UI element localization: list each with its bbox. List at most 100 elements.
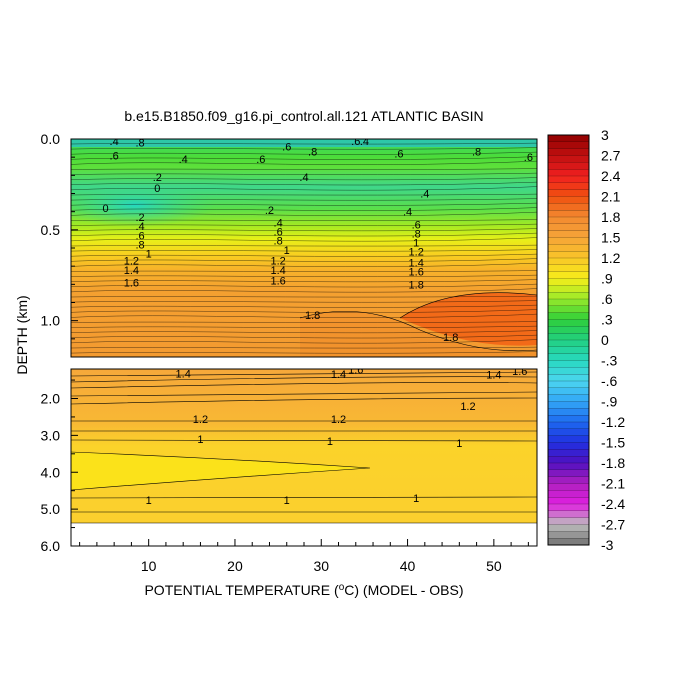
contour-label: 0 [102,203,108,215]
contour-line [71,346,537,349]
upper-contour-labels: .4.8.6.4.6.4.6.6.8.6.8.6.20.4.40.2.4.6.8… [102,136,533,344]
x-tick-label: 10 [141,558,157,574]
colorbar-swatch [547,374,590,382]
colorbar-swatch [547,367,590,375]
colorbar-label: -.3 [601,353,618,369]
x-tick-label: 20 [227,558,243,574]
y-tick-label: 0.5 [41,222,61,238]
colorbar-swatch [547,476,590,484]
contour-label: 1.4 [331,369,346,381]
contour-line [71,156,537,160]
contour-label: 1.8 [443,332,458,344]
colorbar-swatch [547,339,590,348]
colorbar-swatch [547,210,590,218]
contour-line [71,237,537,242]
y-tick-label: 6.0 [41,538,61,554]
upper-cyan-lens [71,183,215,227]
colorbar-swatch [547,237,590,245]
contour-label: 1.2 [409,247,424,259]
y-axis-upper: 0.0 0.5 1.0 [41,131,78,358]
lower-panel: 1.4 1.61.4 1.61.41.21.2 1.21 1 11 1 1 [71,365,537,546]
colorbar-swatch [547,169,590,177]
contour-line [71,244,537,247]
contour-line [71,321,537,323]
colorbar-swatch [547,285,590,293]
colorbar-label: -1.8 [601,455,625,471]
contour-label: 1.2 [460,401,475,413]
colorbar-swatch [547,264,590,273]
colorbar-swatch [547,319,590,327]
contour-label: .4 [420,189,429,201]
colorbar-swatch [547,251,590,259]
contour-line [71,274,537,277]
contour-label: .4 [299,172,308,184]
colorbar-swatch [547,497,590,505]
x-tick-label: 40 [400,558,416,574]
contour-label: .8 [472,147,481,159]
y-tick-label: 3.0 [41,427,61,443]
colorbar-swatch [547,415,590,423]
colorbar-swatch [547,196,590,204]
y-tick-label: 1.0 [41,313,61,329]
contour-label: .6 [256,154,265,166]
colorbar-swatch [547,462,590,471]
x-axis-label-degree: o [339,582,345,593]
contour-label: 1.2 [193,414,208,426]
upper-contour-lines [71,142,537,354]
x-axis-label-main: POTENTIAL TEMPERATURE ( [144,582,339,598]
contour-line [71,351,537,354]
colorbar-swatch [547,503,590,512]
x-axis: 10 20 30 40 50 [79,539,529,574]
contour-label: 1 [197,434,203,446]
colorbar-swatch [547,278,590,286]
colorbar-swatch [547,538,590,546]
contour-label: .6 [282,141,291,153]
y-tick-label: 0.0 [41,131,61,147]
contour-line [71,193,537,196]
colorbar-swatch [547,155,590,163]
contour-label: .2 [265,205,274,217]
contour-label: .4 [360,136,369,148]
contour-line [71,177,537,181]
contour-label: 1.2 [124,256,139,268]
colorbar-swatch [547,312,590,320]
lower-contour-labels: 1.4 1.61.4 1.61.41.21.2 1.21 1 11 1 1 [146,365,528,507]
contour-label: 1 [146,495,152,507]
upper-surface-strip [71,139,537,147]
colorbar-swatch [547,353,590,361]
y-tick-label: 2.0 [41,391,61,407]
contour-label: 1.6 [348,365,363,377]
contour-label: 0 [154,183,160,195]
contour-label: .2 [153,172,162,184]
colorbar-swatch [547,141,590,150]
contour-label: 1.6 [512,366,527,378]
colorbar-swatch [547,483,590,491]
contour-line [71,151,537,155]
contour-line [71,253,537,257]
contour-line [71,211,537,216]
contour-label: .4 [110,136,119,148]
contour-line [71,451,371,491]
x-axis-label: POTENTIAL TEMPERATURE (oC) (MODEL - OBS) [144,582,463,598]
contour-line [71,304,537,308]
contour-line [71,181,537,186]
contour-line [71,228,537,232]
contour-line [71,207,537,211]
contour-label: .4 [274,218,283,230]
contour-label: 1 [413,493,419,505]
contour-label: 1.4 [124,265,139,277]
colorbar-swatch [547,531,590,539]
colorbar-swatch [547,271,590,279]
contour-line [71,249,537,252]
contour-line [71,295,537,298]
contour-label: .8 [135,239,144,251]
colorbar-label: .3 [601,312,613,328]
colorbar-swatch [547,394,590,402]
colorbar-swatch [547,380,590,389]
colorbar-swatch [547,360,590,368]
colorbar-label: -1.2 [601,414,625,430]
contour-line [71,168,537,170]
colorbar-label: -.9 [601,394,618,410]
colorbar-swatch [547,428,590,437]
colorbar-label: 2.4 [601,168,621,184]
